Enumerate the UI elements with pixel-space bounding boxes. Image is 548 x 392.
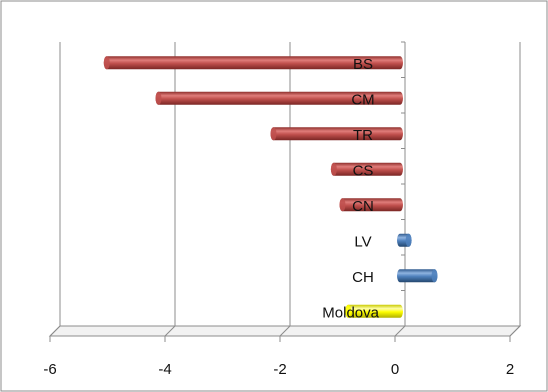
category-label: CM	[351, 91, 374, 108]
category-label: TR	[353, 127, 373, 144]
bar-cm	[155, 91, 404, 105]
x-tick-label: -4	[158, 361, 171, 378]
bar-cap	[103, 56, 110, 70]
category-label: CS	[353, 162, 374, 179]
bar-cap	[345, 304, 352, 318]
bar-body	[330, 162, 404, 176]
bar-body	[339, 198, 403, 212]
gridline	[164, 42, 176, 337]
bar-cap	[330, 162, 337, 176]
category-label: Moldova	[322, 304, 379, 321]
bar-lv	[397, 233, 412, 247]
bar-cap	[339, 198, 346, 212]
bar-body	[103, 56, 404, 70]
bar-cap	[431, 269, 438, 283]
x-tick-label: -6	[43, 361, 56, 378]
x-tick-label: 2	[506, 361, 514, 378]
bar-body	[155, 91, 404, 105]
x-tick-label: 0	[391, 361, 399, 378]
category-label: BS	[353, 56, 373, 73]
bar-cs	[330, 162, 404, 176]
bar-cap	[405, 233, 412, 247]
bar-bs	[103, 56, 404, 70]
bar-tr	[270, 127, 404, 141]
bar-cap	[155, 91, 162, 105]
x-tick-label: -2	[273, 361, 286, 378]
bar-cn	[339, 198, 403, 212]
category-label: CN	[352, 198, 374, 215]
bar-ch	[397, 269, 438, 283]
bar-moldova	[345, 304, 404, 318]
bar-body	[397, 269, 438, 283]
bar-cap	[270, 127, 277, 141]
category-label: CH	[352, 269, 374, 286]
bar-body	[345, 304, 404, 318]
category-label: LV	[354, 233, 371, 250]
bar-body	[270, 127, 404, 141]
gridline	[49, 42, 61, 337]
gridline	[509, 42, 521, 337]
